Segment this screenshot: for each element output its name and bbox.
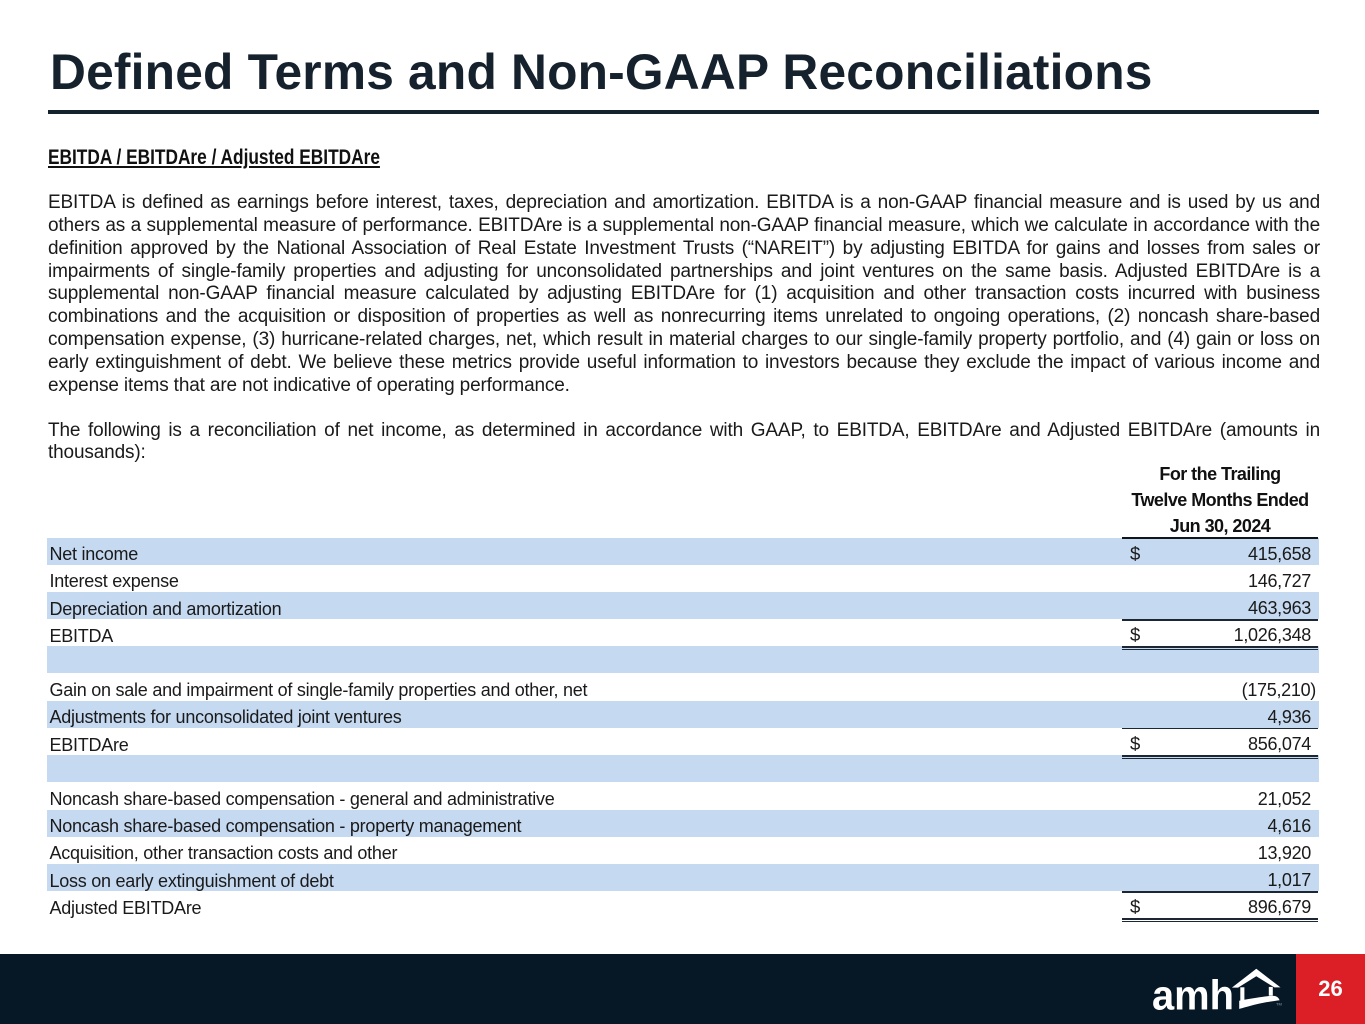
svg-text:TM: TM	[1276, 1002, 1282, 1007]
svg-text:amh: amh	[1152, 971, 1234, 1018]
